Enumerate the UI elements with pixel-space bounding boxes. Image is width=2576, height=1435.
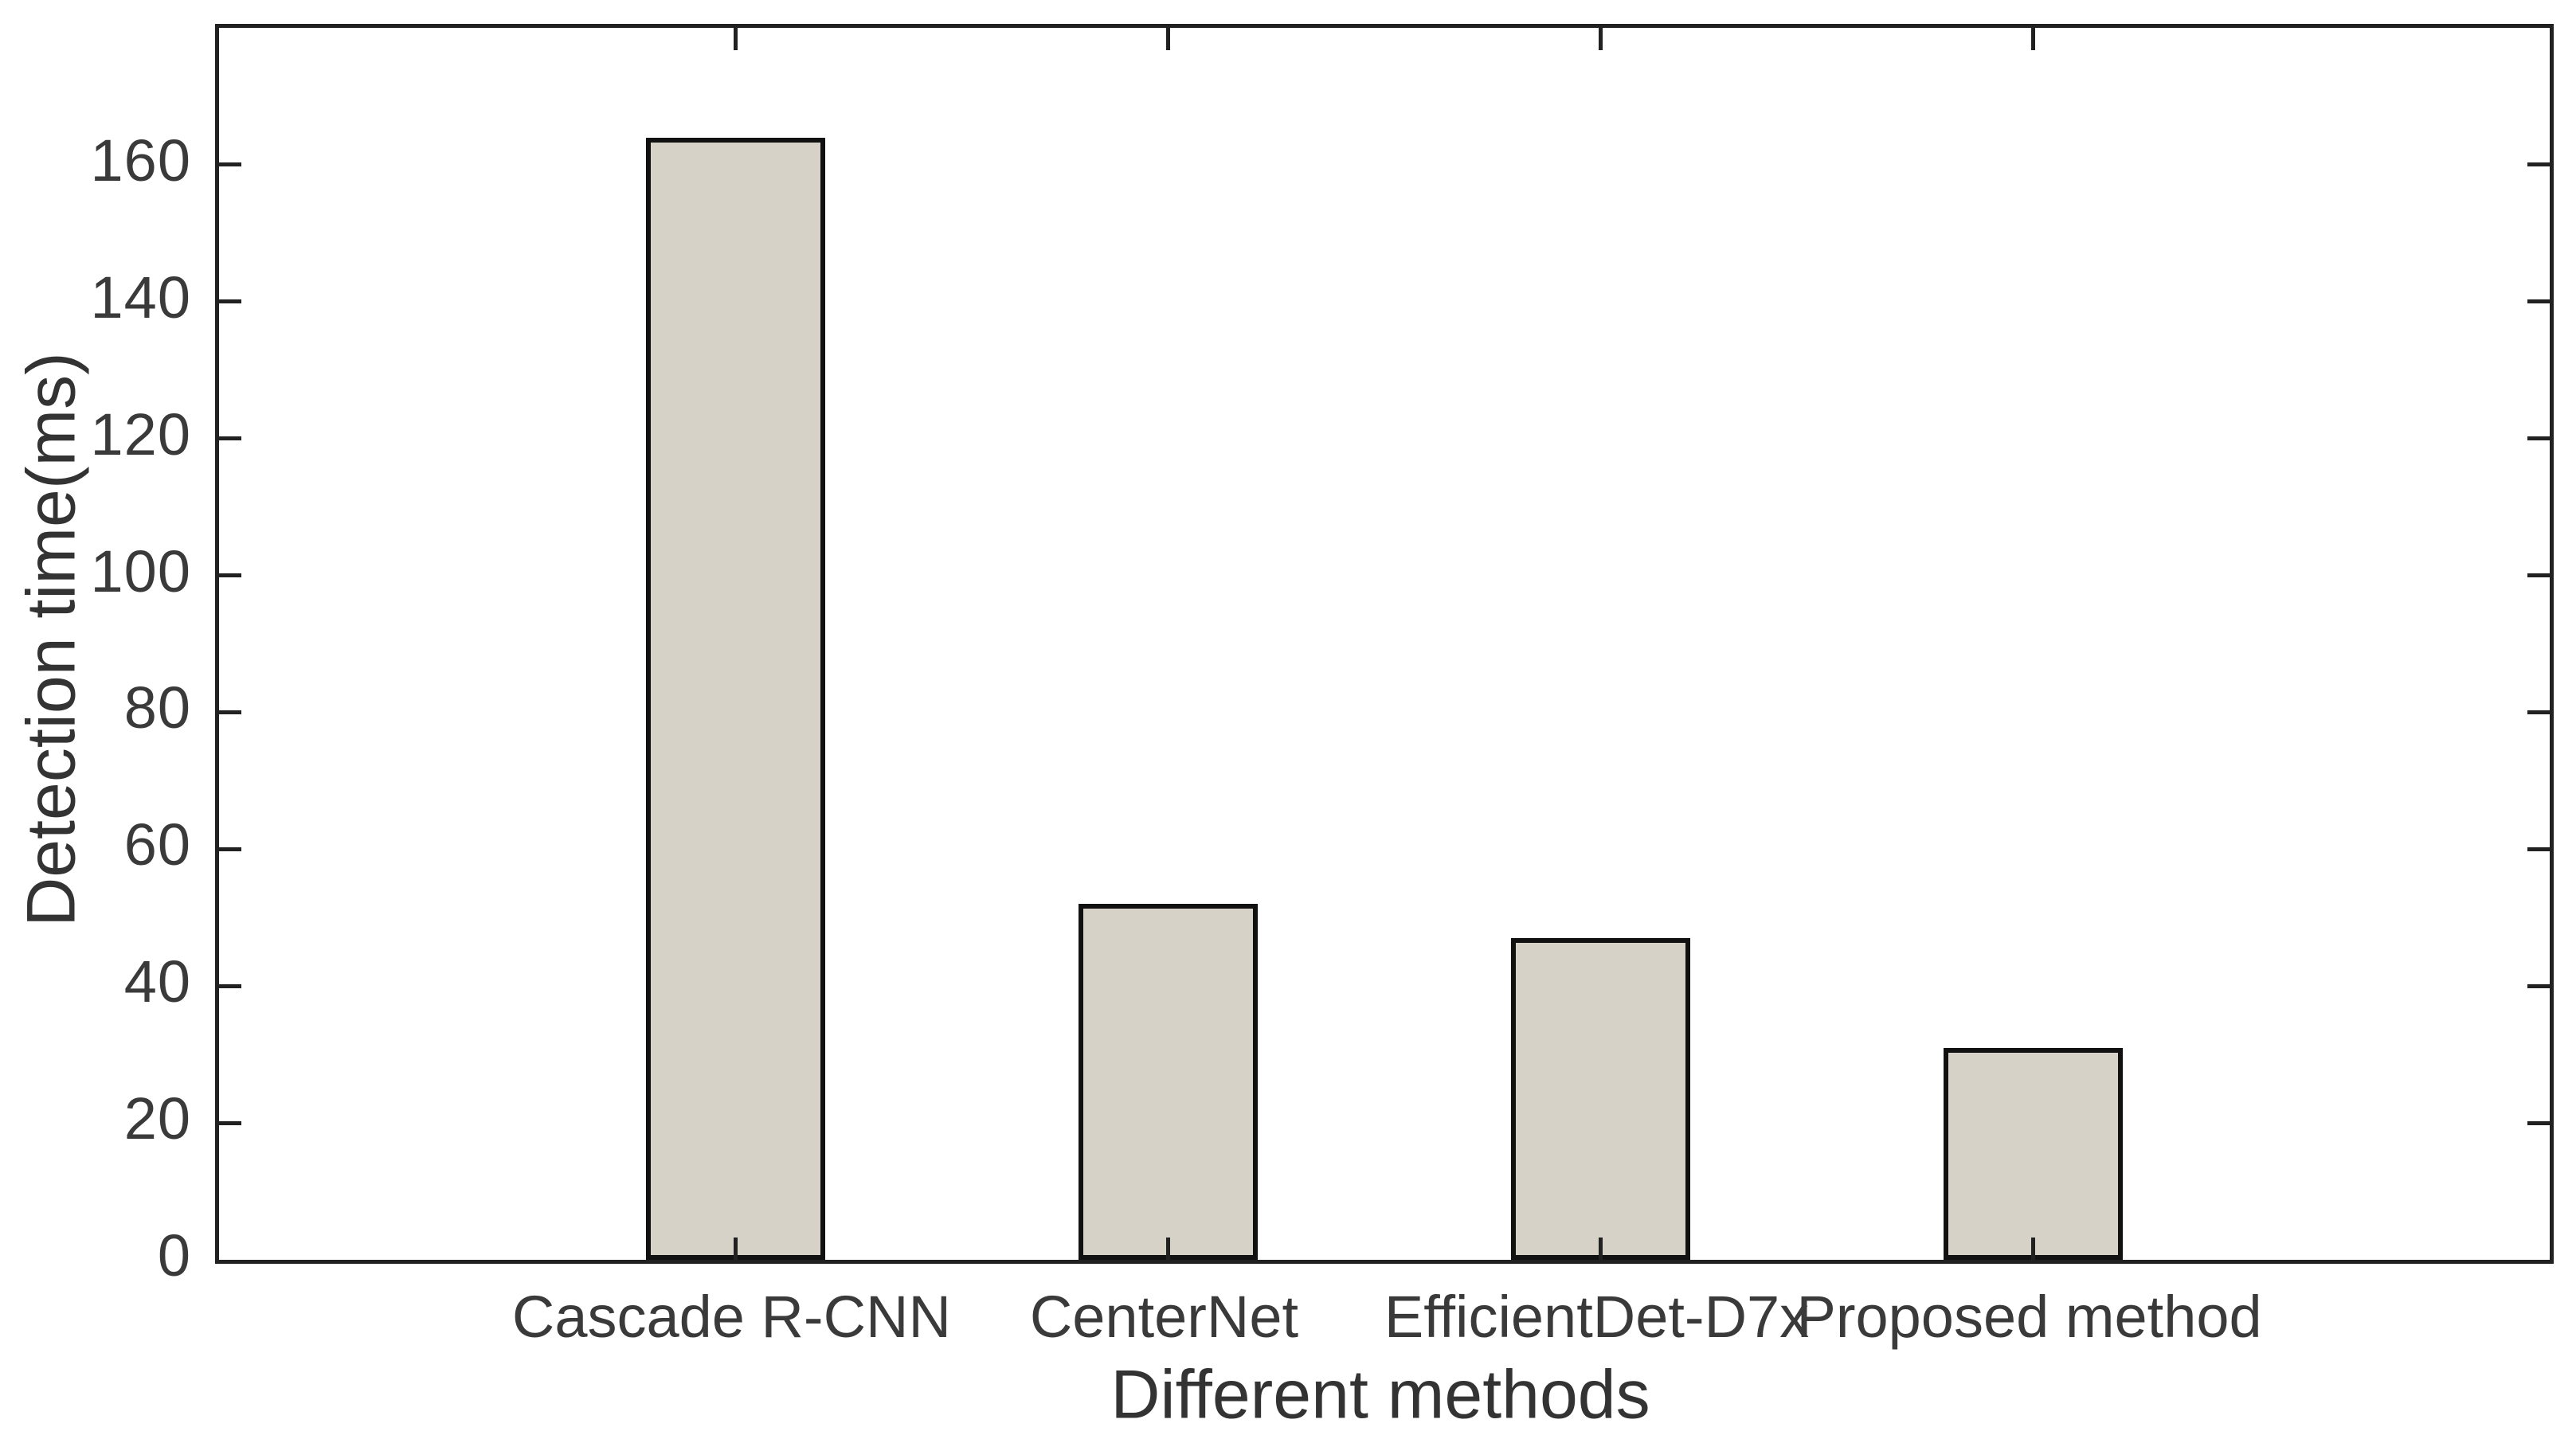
y-tick-mark-left [219,710,241,714]
x-tick-label: Cascade R-CNN [511,1284,951,1350]
x-tick-mark-top [733,28,738,50]
y-tick-label: 80 [123,674,191,741]
x-tick-mark-bottom [1165,1238,1170,1260]
y-tick-label: 100 [90,538,191,604]
y-tick-mark-right [2527,983,2550,988]
y-tick-mark-left [219,436,241,441]
y-tick-mark-left [219,573,241,578]
y-tick-mark-right [2527,162,2550,167]
y-tick-label: 40 [123,948,191,1015]
x-tick-mark-top [1599,28,1603,50]
y-tick-label: 0 [157,1222,191,1288]
x-tick-label: CenterNet [1029,1284,1299,1350]
y-tick-mark-left [219,1120,241,1125]
y-tick-label: 140 [90,264,191,330]
bar-1 [1078,904,1258,1260]
x-tick-label: EfficientDet-D7x [1384,1284,1810,1350]
y-tick-mark-right [2527,573,2550,578]
y-tick-label: 120 [90,401,191,467]
y-tick-mark-right [2527,436,2550,441]
y-tick-mark-left [219,162,241,167]
y-tick-mark-right [2527,299,2550,304]
x-tick-mark-top [1165,28,1170,50]
x-tick-mark-bottom [733,1238,738,1260]
y-tick-mark-left [219,299,241,304]
y-tick-mark-right [2527,1120,2550,1125]
y-tick-label: 160 [90,127,191,194]
x-tick-mark-bottom [1599,1238,1603,1260]
x-tick-mark-bottom [2031,1238,2036,1260]
bar-0 [645,137,825,1260]
y-tick-mark-left [219,847,241,851]
x-tick-label: Proposed method [1796,1284,2262,1350]
y-tick-mark-left [219,983,241,988]
plot-area [215,24,2554,1264]
y-tick-mark-right [2527,710,2550,714]
y-tick-mark-right [2527,847,2550,851]
bar-3 [1944,1047,2124,1260]
y-tick-label: 20 [123,1085,191,1152]
x-tick-mark-top [2031,28,2036,50]
bar-2 [1511,938,1691,1260]
y-tick-label: 60 [123,811,191,878]
x-axis-label: Different methods [1110,1356,1650,1433]
